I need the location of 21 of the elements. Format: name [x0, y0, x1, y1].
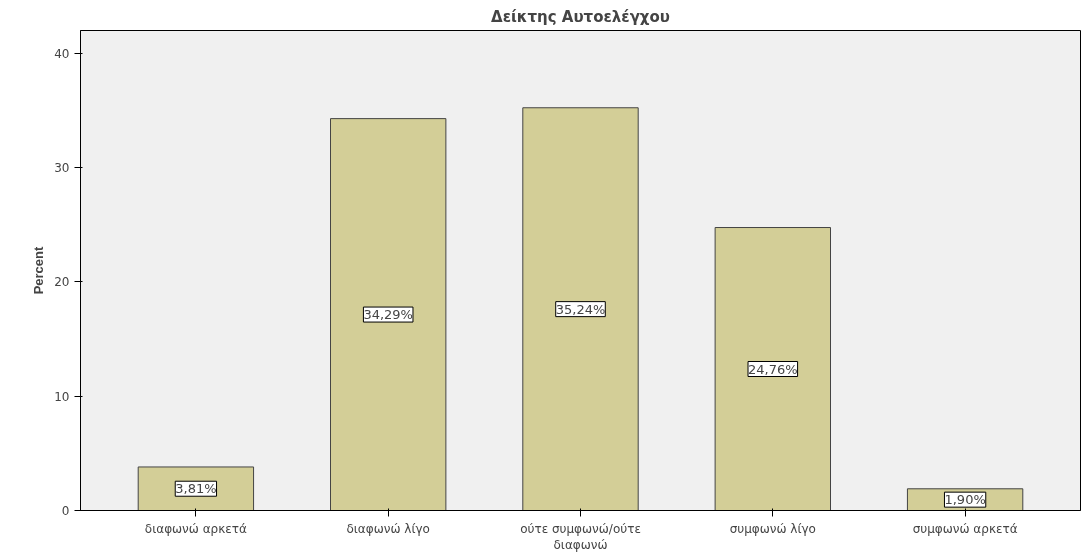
y-axis-title: Percent — [31, 245, 47, 295]
y-tick-label: 10 — [54, 389, 70, 404]
x-tick-label: διαφωνώ λίγο — [346, 521, 430, 536]
x-tick-label: ούτε συμφωνώ/ούτε διαφωνώ — [520, 521, 641, 553]
y-tick-label: 40 — [54, 46, 70, 61]
data-label: 3,81% — [175, 481, 217, 497]
x-tick-label: συμφωνώ λίγο — [729, 521, 816, 536]
x-tick-label: διαφωνώ αρκετά — [144, 521, 248, 536]
bar — [522, 107, 639, 511]
y-tick-label: 0 — [61, 504, 70, 518]
bar — [330, 118, 447, 511]
data-label: 35,24% — [555, 301, 606, 317]
chart-title: Δείκτης Αυτοελέγχου — [491, 7, 670, 26]
y-tick-label: 30 — [54, 161, 70, 176]
x-tick-label: συμφωνώ αρκετά — [912, 521, 1018, 536]
bar — [714, 227, 831, 511]
data-label: 24,76% — [748, 361, 798, 377]
bar — [137, 466, 255, 511]
data-label: 34,29% — [363, 307, 413, 323]
y-tick-label: 20 — [54, 275, 70, 290]
data-label: 1,90% — [944, 492, 986, 508]
